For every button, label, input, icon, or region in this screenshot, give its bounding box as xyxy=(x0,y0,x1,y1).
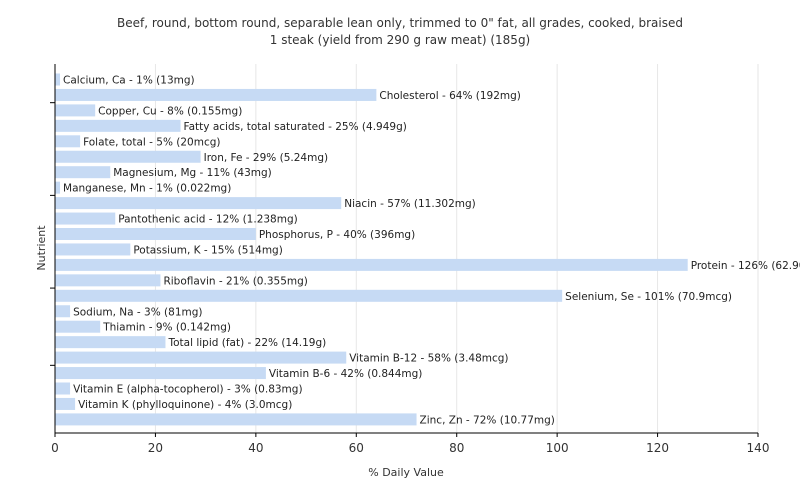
bar-label: Selenium, Se - 101% (70.9mcg) xyxy=(565,291,732,303)
bar-label: Cholesterol - 64% (192mg) xyxy=(379,90,521,102)
bar-label: Iron, Fe - 29% (5.24mg) xyxy=(204,152,328,164)
bar-label: Copper, Cu - 8% (0.155mg) xyxy=(98,105,242,117)
y-axis-label: Nutrient xyxy=(35,225,48,271)
bar-label: Riboflavin - 21% (0.355mg) xyxy=(163,275,307,287)
bar-label: Folate, total - 5% (20mcg) xyxy=(83,136,220,148)
bar-label: Manganese, Mn - 1% (0.022mg) xyxy=(63,183,231,195)
bar xyxy=(55,413,417,426)
x-tick-label: 80 xyxy=(449,441,464,455)
bar-label: Thiamin - 9% (0.142mg) xyxy=(102,322,231,334)
bar xyxy=(55,88,377,101)
bar-label: Calcium, Ca - 1% (13mg) xyxy=(63,75,195,87)
x-tick-label: 0 xyxy=(51,441,59,455)
bar xyxy=(55,228,256,240)
bar-label: Vitamin E (alpha-tocopherol) - 3% (0.83m… xyxy=(73,384,302,396)
x-tick-label: 100 xyxy=(546,441,569,455)
bar-label: Sodium, Na - 3% (81mg) xyxy=(73,306,202,318)
bar xyxy=(55,397,76,410)
bar-label: Pantothenic acid - 12% (1.238mg) xyxy=(118,214,297,226)
bar xyxy=(55,135,81,148)
bar-label: Vitamin K (phylloquinone) - 4% (3.0mcg) xyxy=(78,399,292,411)
bar xyxy=(55,166,111,179)
bar xyxy=(55,320,101,333)
bar xyxy=(55,243,131,256)
bar xyxy=(55,258,688,271)
bar xyxy=(55,305,71,318)
bar xyxy=(55,289,563,302)
bar xyxy=(55,181,61,194)
bar xyxy=(55,367,266,380)
bar-label: Potassium, K - 15% (514mg) xyxy=(133,244,283,256)
bar xyxy=(55,104,96,117)
bar-label: Protein - 126% (62.90g) xyxy=(691,260,800,272)
bar-label: Vitamin B-12 - 58% (3.48mcg) xyxy=(349,353,508,365)
bar xyxy=(55,197,342,210)
plot-area: 0 20 40 60 80 100 120 140 Calcium, Ca - 1% (13mg… xyxy=(50,64,800,455)
bar xyxy=(55,150,201,163)
bar-label: Zinc, Zn - 72% (10.77mg) xyxy=(420,414,555,426)
x-tick-label: 40 xyxy=(248,441,263,455)
bar-label: Vitamin B-6 - 42% (0.844mg) xyxy=(269,368,423,380)
bar-label: Phosphorus, P - 40% (396mg) xyxy=(259,229,415,241)
bar xyxy=(55,274,161,287)
x-axis-label: % Daily Value xyxy=(368,466,444,479)
bar xyxy=(55,336,166,349)
bar xyxy=(55,119,181,132)
bar-label: Total lipid (fat) - 22% (14.19g) xyxy=(167,337,326,349)
bar-label: Magnesium, Mg - 11% (43mg) xyxy=(113,167,272,179)
bar xyxy=(55,382,71,395)
chart-subtitle: 1 steak (yield from 290 g raw meat) (185… xyxy=(270,33,531,47)
chart-title: Beef, round, bottom round, separable lea… xyxy=(117,16,683,30)
bar xyxy=(55,73,61,86)
x-tick-label: 60 xyxy=(349,441,364,455)
x-tick-label: 140 xyxy=(747,441,770,455)
bar xyxy=(55,212,116,225)
bar-label: Fatty acids, total saturated - 25% (4.94… xyxy=(184,121,407,133)
x-tick-label: 20 xyxy=(148,441,163,455)
bar-label: Niacin - 57% (11.302mg) xyxy=(344,198,476,210)
x-tick-label: 120 xyxy=(646,441,669,455)
bar xyxy=(55,351,347,364)
